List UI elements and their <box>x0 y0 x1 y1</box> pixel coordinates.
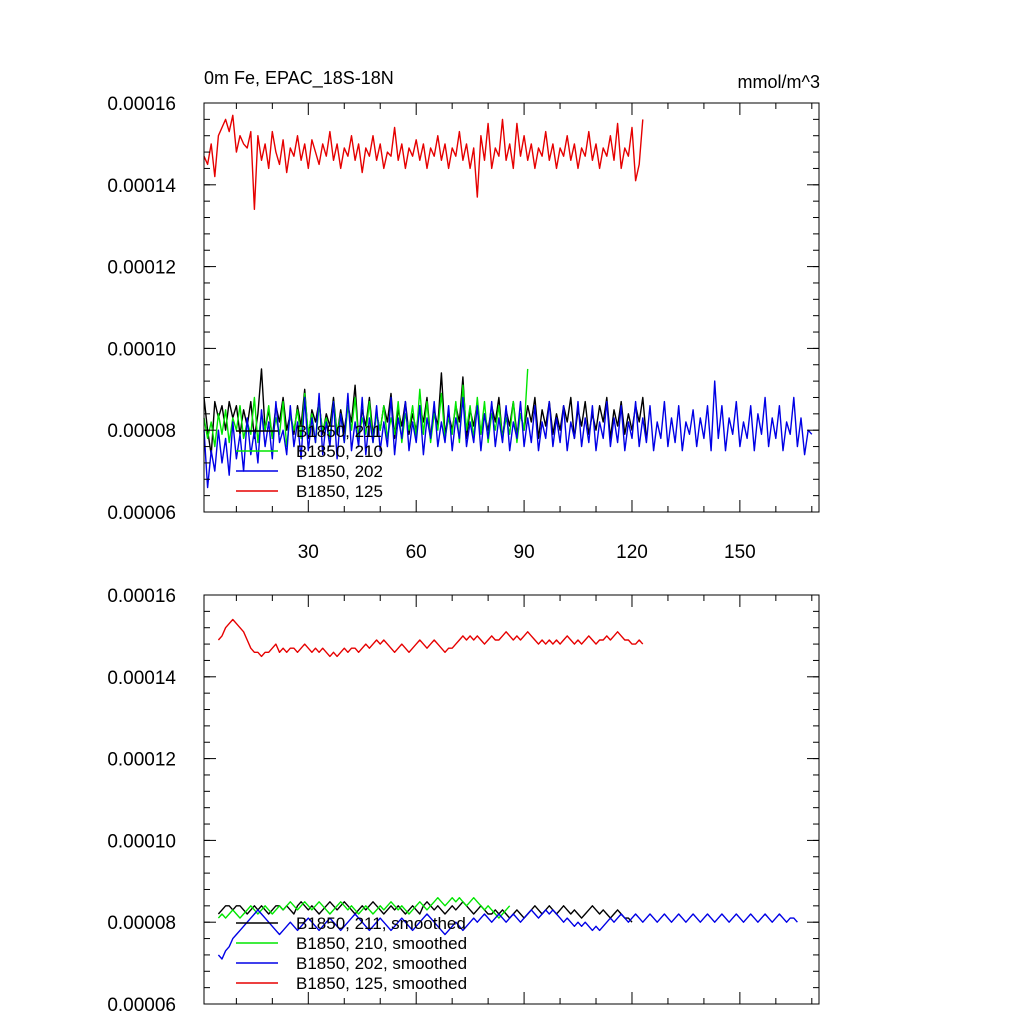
y-tick-label: 0.00010 <box>107 339 176 360</box>
bottom-panel-ticks: 0.00006 0.00008 0.00010 0.00012 0.00014 0.000… <box>107 586 819 1016</box>
series-line-1-3 <box>217 618 644 658</box>
y-tick-label: 0.00006 <box>107 995 176 1016</box>
bottom-panel-frame <box>203 594 820 1005</box>
x-tick-label: 90 <box>514 542 535 563</box>
legend-label: B1850, 211 <box>296 422 382 441</box>
legend-label: B1850, 125 <box>296 482 383 501</box>
series-line-1-0 <box>217 901 633 923</box>
x-tick-label: 60 <box>406 542 427 563</box>
y-tick-label: 0.00016 <box>107 586 176 607</box>
series-line-1-1 <box>217 897 511 919</box>
series-line-0-0 <box>203 368 648 456</box>
top-panel: 0m Fe, EPAC_18S-18N mmol/m^3 0.000060.00… <box>107 68 820 563</box>
series-line-0-2 <box>203 380 813 489</box>
x-tick-label: 150 <box>724 542 756 563</box>
y-tick-label: 0.00010 <box>107 831 176 852</box>
y-tick-label: 0.00012 <box>107 750 176 771</box>
x-tick-label: 120 <box>616 542 648 563</box>
x-tick-label: 30 <box>298 542 319 563</box>
y-tick-label: 0.00006 <box>107 503 176 524</box>
series-line-0-3 <box>203 114 644 211</box>
legend-label: B1850, 211, smoothed <box>296 914 466 933</box>
y-tick-label: 0.00014 <box>107 668 176 689</box>
legend-label: B1850, 202 <box>296 462 383 481</box>
legend-label: B1850, 125, smoothed <box>296 974 467 993</box>
legend-label: B1850, 210, smoothed <box>296 934 467 953</box>
bottom-panel-series <box>217 618 798 960</box>
y-tick-label: 0.00008 <box>107 913 176 934</box>
top-panel-units: mmol/m^3 <box>738 72 820 92</box>
bottom-panel: 0.00006 0.00008 0.00010 0.00012 0.00014 0.000… <box>107 586 820 1016</box>
top-panel-series <box>203 114 813 489</box>
top-panel-ticks: 0.00006 0.00008 0.00010 0.00012 0.00014 0.000… <box>107 94 819 563</box>
y-tick-label: 0.00012 <box>107 258 176 279</box>
legend-label: B1850, 202, smoothed <box>296 954 467 973</box>
top-panel-title: 0m Fe, EPAC_18S-18N <box>204 68 394 89</box>
top-panel-frame <box>203 102 820 513</box>
y-tick-label: 0.00014 <box>107 176 176 197</box>
y-tick-label: 0.00008 <box>107 421 176 442</box>
series-line-1-2 <box>217 909 798 960</box>
y-tick-label: 0.00016 <box>107 94 176 115</box>
legend-label: B1850, 210 <box>296 442 383 461</box>
